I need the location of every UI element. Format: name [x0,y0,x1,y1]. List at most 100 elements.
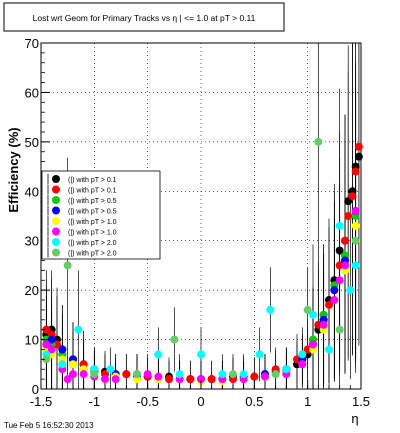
data-point [351,261,360,270]
x-tick-label: -0.5 [136,394,158,409]
data-point [325,345,333,354]
data-point [335,276,344,285]
data-point [351,221,360,230]
legend: (|) with pT > 0.1 (|) with pT > 0.1 (|) wi… [41,170,161,260]
data-point [122,370,131,379]
data-point [90,370,99,379]
data-point [309,340,317,349]
data-point [330,286,339,295]
data-point [197,375,205,384]
data-point [207,375,216,384]
data-point [354,152,363,161]
data-point [170,335,179,344]
y-tick-label: 20 [25,283,39,298]
data-point [309,310,317,319]
data-point [335,246,344,255]
data-points [42,137,363,386]
x-tick-label: -1.5 [30,394,52,409]
data-point [63,375,72,384]
data-point [335,325,344,334]
legend-marker [52,206,60,215]
data-point [154,372,163,381]
data-point [335,221,344,230]
data-point [47,335,56,344]
y-tick-label: 70 [25,36,39,51]
y-tick-label: 60 [25,85,39,100]
data-point [42,355,51,364]
y-axis-label: Efficiency (%) [6,127,21,212]
data-point [47,345,56,354]
legend-label: (|) with pT > 2.0 [68,240,117,247]
data-point [266,305,275,314]
data-point [298,360,307,369]
data-point [271,370,280,379]
legend-label: (|) with pT > 1.0 [68,219,117,226]
data-point [79,370,88,379]
data-point [218,370,227,379]
y-tick-label: 50 [25,135,39,150]
legend-marker [52,196,60,204]
x-tick-label: 1.5 [352,394,370,409]
data-point [354,142,363,151]
x-tick-label: -1 [89,394,101,409]
data-point [111,375,120,384]
data-point [42,340,51,349]
data-point [298,350,307,359]
legend-label: (|) with pT > 2.0 [68,251,117,258]
data-point [42,325,51,334]
data-point [165,375,173,384]
y-tick-label: 40 [25,184,39,199]
legend-label: (|) with pT > 0.1 [68,188,117,195]
data-point [175,370,184,379]
data-point [106,365,115,374]
x-tick-label: 0 [197,394,204,409]
legend-label: (|) with pT > 0.5 [68,198,117,205]
data-point [344,212,353,220]
data-point [229,370,237,379]
data-point [58,345,67,354]
data-point [351,167,360,176]
data-point [351,236,360,245]
x-axis-label: η [351,411,358,426]
legend-marker [52,185,60,194]
data-point [63,261,72,270]
legend-marker [52,217,60,225]
timestamp: Tue Feb 5 16:52:30 2013 [4,421,94,430]
data-point [186,375,195,384]
legend-marker [52,227,60,236]
data-point [143,370,152,379]
chart-title: Lost wrt Geom for Primary Tracks vs η | … [33,13,256,23]
data-point [239,370,248,379]
data-point [346,286,355,295]
data-point [330,296,339,305]
data-point [261,372,269,381]
data-point [325,300,333,309]
title-box [3,2,285,32]
legend-label: (|) with pT > 0.5 [68,209,117,216]
data-point [133,370,141,379]
data-point [58,360,67,369]
x-tick-label: 1 [304,394,311,409]
y-tick-label: 0 [32,382,39,397]
x-tick-label: 0.5 [245,394,263,409]
legend-marker [52,248,60,257]
y-tick-label: 10 [25,333,39,348]
data-point [255,350,264,359]
data-point [69,370,77,379]
legend-marker [52,238,60,246]
data-point [319,320,328,329]
data-point [303,305,312,314]
data-point [197,350,205,359]
data-point [348,192,357,201]
legend-label: (|) with pT > 1.0 [68,230,117,237]
data-point [282,365,291,374]
data-point [351,207,360,216]
legend-marker [52,175,60,183]
data-point [154,350,163,359]
data-point [341,236,349,245]
data-point [314,137,323,146]
data-point [341,261,349,270]
legend-label: (|) with pT > 0.1 [68,177,117,184]
data-point [69,360,77,369]
